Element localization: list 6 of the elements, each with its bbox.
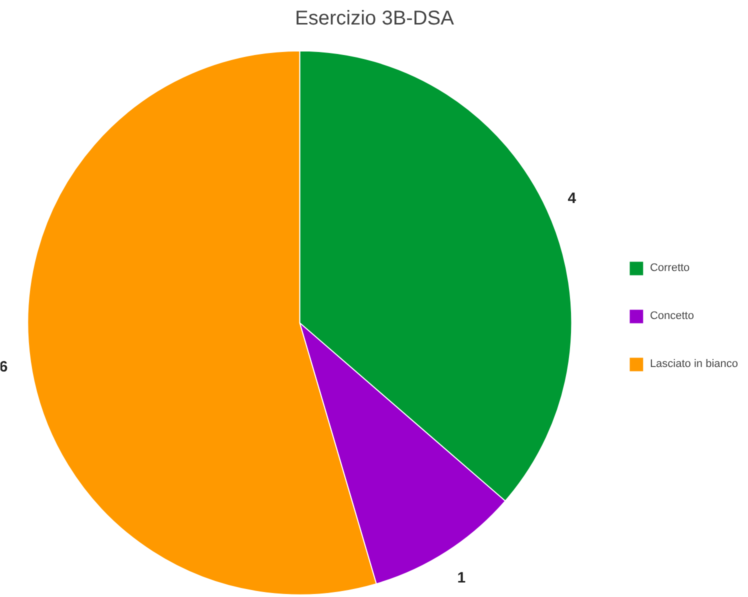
legend-label: Concetto [650, 310, 694, 322]
data-label: 4 [568, 190, 577, 207]
chart-title: Esercizio 3B-DSA [295, 8, 455, 30]
legend-label: Lasciato in bianco [650, 358, 738, 370]
legend-label: Corretto [650, 262, 690, 274]
data-label: 1 [457, 570, 466, 587]
